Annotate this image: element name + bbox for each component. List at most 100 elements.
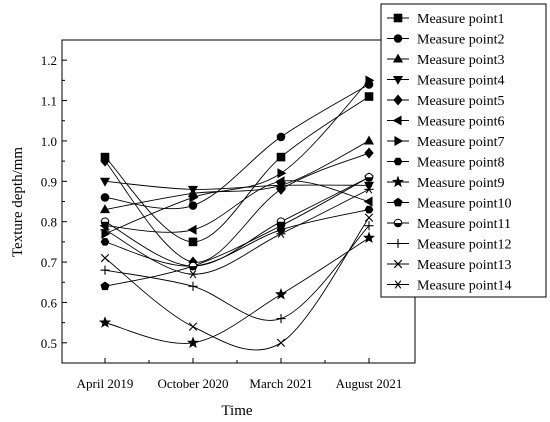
legend-marker-2 — [393, 34, 403, 43]
data-point-s11-2 — [188, 261, 198, 271]
data-point-s10-1 — [100, 281, 110, 291]
data-point-s11-3 — [276, 217, 286, 226]
data-point-s12-4 — [364, 221, 374, 231]
legend-label: Measure point7 — [417, 135, 504, 150]
series-line-5 — [104, 152, 370, 263]
legend-marker-4 — [392, 75, 404, 85]
data-point-s5-4 — [364, 147, 374, 159]
data-point-s7-3 — [277, 168, 287, 179]
data-point-s1-3 — [276, 152, 286, 162]
legend-marker-11 — [393, 218, 403, 228]
data-point-s14-1 — [100, 225, 110, 234]
legend-marker-1 — [393, 13, 403, 23]
legend-label: Measure point8 — [417, 156, 504, 171]
data-point-s9-2 — [186, 336, 200, 348]
data-point-s12-3 — [276, 314, 286, 324]
series-line-3 — [104, 140, 370, 211]
y-tick-label: 0.9 — [41, 174, 57, 189]
data-point-s14-4 — [364, 185, 374, 194]
data-point-s2-3 — [276, 132, 286, 142]
data-point-s14-2 — [188, 270, 198, 279]
series-line-6 — [104, 180, 370, 233]
data-point-s5-3 — [276, 183, 286, 195]
data-point-s1-4 — [364, 92, 374, 101]
series-line-10 — [104, 176, 370, 287]
data-point-s7-4 — [365, 75, 375, 86]
legend-label: Measure point1 — [417, 12, 504, 27]
legend-label: Measure point6 — [417, 115, 504, 130]
x-axis: April 2019 October 2020 March 2021 August 2… — [77, 358, 403, 391]
data-point-s12-2 — [188, 281, 198, 291]
legend-label: Measure point3 — [417, 53, 504, 68]
x-tick-label: March 2021 — [249, 376, 312, 391]
legend-item: Measure point8 — [387, 156, 504, 171]
x-axis-label: Time — [221, 403, 252, 419]
data-point-s2-2 — [188, 201, 198, 210]
series-line-2 — [104, 84, 370, 210]
legend-item: Measure point12 — [387, 238, 511, 253]
legend-label: Measure point2 — [417, 33, 504, 48]
data-point-s5-1 — [100, 155, 110, 167]
legend-label: Measure point9 — [417, 176, 504, 191]
data-point-s8-4 — [364, 205, 374, 214]
legend-marker-9 — [391, 175, 405, 188]
data-point-s2-1 — [100, 193, 110, 202]
data-point-s1-2 — [188, 237, 198, 247]
data-point-s8-1 — [100, 238, 110, 246]
legend-label: Measure point4 — [417, 74, 504, 89]
y-tick-label: 0.6 — [41, 295, 58, 310]
data-point-s6-3 — [275, 176, 285, 187]
series-line-9 — [104, 237, 370, 344]
data-point-s4-1 — [99, 177, 111, 187]
data-point-s12-1 — [100, 265, 110, 275]
series-line-1 — [104, 96, 370, 243]
legend-item: Measure point14 — [387, 279, 511, 294]
legend-item: Measure point9 — [387, 175, 504, 191]
data-point-s6-2 — [187, 224, 197, 235]
legend-box — [380, 3, 547, 298]
series-line-14 — [104, 188, 370, 275]
legend-label: Measure point10 — [417, 197, 511, 212]
legend-item: Measure point13 — [387, 258, 511, 273]
y-tick-label: 0.8 — [41, 215, 57, 230]
legend-item: Measure point5 — [387, 94, 504, 109]
data-point-s4-2 — [187, 185, 199, 195]
data-point-s13-2 — [188, 322, 198, 331]
data-point-s13-4 — [364, 213, 374, 222]
legend-item: Measure point1 — [387, 12, 504, 27]
legend-marker-13 — [393, 259, 403, 269]
data-point-s3-1 — [99, 204, 111, 214]
legend-label: Measure point5 — [417, 94, 504, 109]
legend-marker-8 — [393, 157, 403, 166]
legend-item: Measure point7 — [387, 135, 504, 150]
data-point-s11-4 — [364, 172, 374, 182]
series-lines — [104, 80, 370, 351]
x-tick-label: October 2020 — [157, 376, 228, 391]
series-line-13 — [104, 217, 370, 351]
legend-marker-12 — [393, 238, 403, 249]
legend-item: Measure point4 — [387, 74, 504, 89]
series-line-7 — [104, 80, 370, 235]
y-axis-label: Texture depth/mm — [10, 147, 26, 258]
legend-item: Measure point2 — [387, 33, 504, 48]
y-axis: 0.5 0.6 0.7 0.8 0.9 1.0 1.1 1.2 — [41, 39, 67, 364]
legend-label: Measure point13 — [417, 258, 511, 273]
series-line-4 — [104, 180, 370, 190]
data-point-s13-3 — [276, 338, 286, 348]
series-line-8 — [104, 209, 370, 267]
data-point-s7-2 — [189, 192, 199, 203]
series-line-12 — [104, 225, 370, 321]
legend-item: Measure point10 — [387, 197, 511, 212]
y-tick-label: 0.7 — [41, 255, 58, 270]
data-point-s9-4 — [362, 231, 376, 243]
y-tick-label: 1.1 — [41, 94, 57, 109]
legend-marker-3 — [392, 53, 404, 63]
legend-marker-7 — [394, 135, 404, 147]
data-point-s6-4 — [363, 196, 373, 207]
x-tick-label: August 2021 — [336, 376, 403, 391]
data-point-s9-1 — [98, 316, 112, 328]
data-point-s14-3 — [276, 229, 286, 238]
y-tick-label: 1.2 — [41, 53, 57, 68]
series-markers — [98, 75, 376, 348]
legend-marker-6 — [392, 115, 402, 126]
